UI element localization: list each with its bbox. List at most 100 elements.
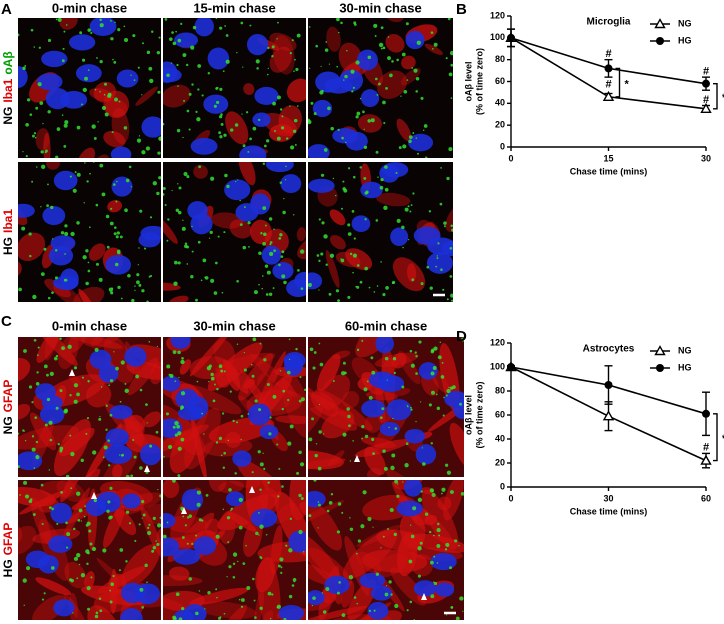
red-signal	[64, 561, 87, 589]
nucleus	[430, 553, 457, 571]
green-signal	[444, 548, 448, 551]
green-signal	[311, 604, 314, 607]
red-signal	[332, 350, 351, 360]
green-signal	[361, 437, 363, 440]
green-signal	[387, 36, 390, 38]
panel-label: C	[1, 313, 12, 330]
red-signal	[243, 518, 263, 557]
green-signal	[259, 524, 264, 529]
green-signal	[349, 527, 354, 532]
green-signal	[325, 587, 330, 591]
micrograph	[18, 162, 161, 302]
green-signal	[318, 342, 321, 345]
green-signal	[65, 521, 68, 525]
nucleus	[141, 116, 161, 138]
green-signal	[289, 424, 294, 429]
green-signal	[223, 612, 226, 615]
green-signal	[382, 100, 386, 105]
micrograph	[308, 337, 464, 477]
green-signal	[18, 465, 20, 469]
green-signal	[106, 245, 110, 249]
green-signal	[229, 390, 232, 393]
green-signal	[407, 205, 410, 208]
red-signal	[32, 416, 55, 467]
green-signal	[249, 24, 252, 27]
green-signal	[314, 453, 318, 458]
red-signal	[97, 566, 146, 594]
green-signal	[376, 94, 379, 96]
green-signal	[124, 388, 129, 394]
red-signal	[167, 512, 215, 563]
green-signal	[285, 165, 287, 168]
green-signal	[356, 111, 361, 116]
green-signal	[61, 59, 65, 63]
nucleus	[413, 580, 437, 597]
nucleus	[435, 582, 455, 597]
green-signal	[279, 557, 284, 562]
green-signal	[89, 542, 93, 546]
green-signal	[407, 238, 410, 241]
green-signal	[214, 383, 216, 386]
green-signal	[152, 516, 156, 520]
green-signal	[31, 435, 35, 438]
green-signal	[76, 553, 81, 558]
green-signal	[402, 246, 404, 249]
panel-label: A	[1, 1, 12, 18]
arrowhead	[421, 593, 427, 600]
nucleus	[250, 508, 278, 528]
green-signal	[234, 472, 237, 475]
green-signal	[392, 357, 397, 361]
green-signal	[423, 124, 428, 128]
green-signal	[180, 391, 186, 396]
green-signal	[131, 298, 135, 302]
nucleus	[110, 146, 132, 158]
green-signal	[24, 64, 27, 67]
green-signal	[282, 210, 286, 215]
green-signal	[148, 523, 151, 526]
y-tick-label: 60	[495, 409, 505, 419]
red-signal	[163, 215, 178, 244]
green-signal	[181, 226, 186, 231]
nucleus	[177, 405, 205, 421]
legend-label: NG	[678, 18, 692, 28]
green-signal	[361, 424, 365, 429]
green-signal	[84, 162, 86, 164]
green-signal	[351, 90, 354, 93]
green-signal	[367, 516, 372, 522]
green-signal	[109, 589, 111, 592]
green-signal	[263, 467, 266, 470]
green-signal	[432, 366, 437, 370]
green-signal	[320, 173, 325, 177]
green-signal	[109, 600, 113, 604]
green-signal	[402, 481, 404, 483]
green-signal	[356, 264, 360, 267]
green-signal	[396, 483, 399, 485]
green-signal	[84, 76, 88, 81]
green-signal	[200, 279, 203, 282]
red-signal	[397, 351, 421, 385]
green-signal	[420, 282, 424, 286]
green-signal	[60, 490, 63, 494]
green-signal	[63, 145, 67, 148]
nucleus	[404, 480, 423, 497]
green-signal	[130, 74, 132, 76]
green-signal	[391, 60, 394, 63]
micrograph	[163, 337, 306, 477]
green-signal	[288, 594, 293, 599]
nucleus	[315, 71, 341, 93]
green-signal	[94, 88, 97, 91]
green-signal	[439, 341, 442, 344]
green-signal	[218, 436, 223, 441]
green-signal	[234, 123, 239, 127]
green-signal	[171, 31, 174, 34]
green-signal	[378, 82, 381, 86]
significance-mark: #	[605, 79, 611, 91]
green-signal	[111, 131, 114, 134]
nucleus	[361, 399, 386, 418]
green-signal	[113, 351, 115, 353]
bracket	[615, 67, 621, 98]
green-signal	[417, 574, 421, 578]
green-signal	[41, 598, 45, 601]
red-signal	[46, 162, 60, 170]
red-signal	[243, 83, 255, 96]
